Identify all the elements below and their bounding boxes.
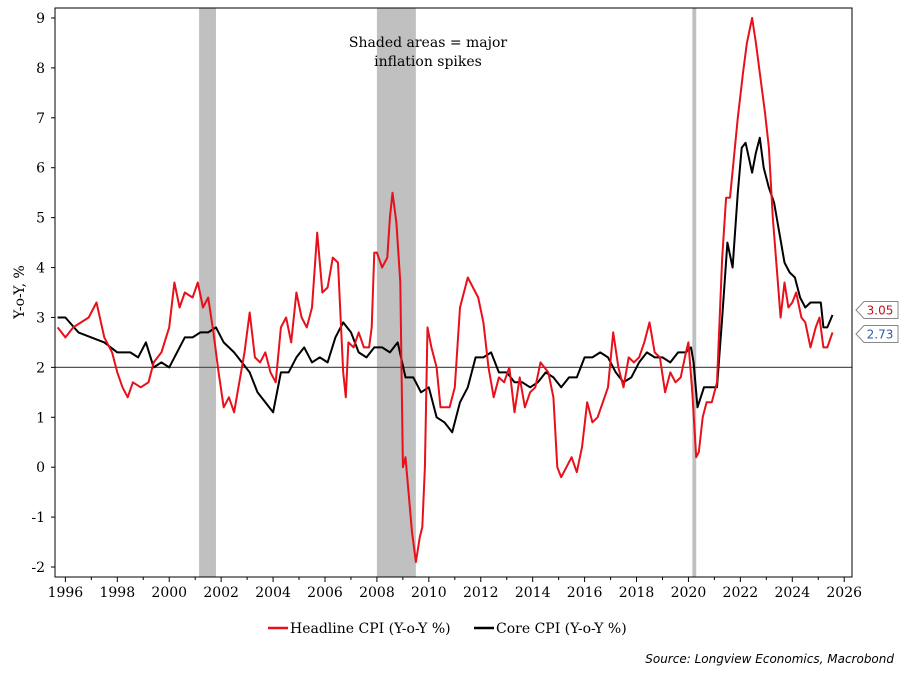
x-tick-label-2024: 2024 — [774, 585, 810, 601]
y-tick-label-8: 8 — [36, 61, 45, 77]
x-tick-label-2004: 2004 — [255, 585, 291, 601]
x-tick-label-2020: 2020 — [671, 585, 707, 601]
end-value-tags: 3.05 2.73 — [855, 301, 899, 343]
x-tick-label-2000: 2000 — [151, 585, 187, 601]
headline-cpi-line — [56, 17, 834, 563]
x-tick-label-2012: 2012 — [463, 585, 499, 601]
core-cpi-line — [57, 136, 834, 434]
x-tick-label-2010: 2010 — [411, 585, 447, 601]
shaded-period-0 — [199, 8, 216, 577]
shaded-periods — [199, 8, 697, 577]
legend-headline-label: Headline CPI (Y-o-Y %) — [290, 621, 451, 637]
axis-ticks: -2 -1 0 1 2 3 4 5 6 7 8 9 1996 1998 2000 2002 2004 2006 20… — [31, 11, 862, 601]
y-tick-label-0: 0 — [36, 460, 45, 476]
core-end-tag-value: 2.73 — [867, 328, 894, 342]
y-tick-label--2: -2 — [31, 560, 45, 576]
core-end-tag: 2.73 — [855, 325, 899, 343]
y-tick-label-3: 3 — [36, 310, 45, 326]
y-tick-label-6: 6 — [36, 161, 45, 177]
y-tick-label-5: 5 — [36, 211, 45, 227]
headline-end-tag-value: 3.05 — [867, 304, 894, 318]
x-tick-label-2008: 2008 — [359, 585, 395, 601]
headline-end-tag: 3.05 — [855, 301, 899, 319]
legend: Headline CPI (Y-o-Y %) Core CPI (Y-o-Y %… — [268, 621, 627, 637]
plot-frame — [54, 7, 853, 578]
y-tick-label-9: 9 — [36, 11, 45, 27]
y-tick-label--1: -1 — [31, 510, 45, 526]
annotation-line-1: Shaded areas = major — [349, 35, 507, 51]
x-tick-label-2022: 2022 — [723, 585, 759, 601]
headline-end-tag-box — [855, 301, 899, 319]
y-tick-label-1: 1 — [36, 410, 45, 426]
y-axis-label: Y-o-Y, % — [12, 265, 28, 320]
shaded-period-2 — [692, 8, 697, 577]
x-tick-label-1996: 1996 — [48, 585, 84, 601]
x-tick-label-2014: 2014 — [515, 585, 551, 601]
annotation-line-2: inflation spikes — [374, 54, 482, 70]
y-tick-label-2: 2 — [36, 360, 45, 376]
x-tick-label-2018: 2018 — [619, 585, 655, 601]
y-tick-label-7: 7 — [36, 111, 45, 127]
core-end-tag-box — [855, 325, 899, 343]
legend-core-label: Core CPI (Y-o-Y %) — [496, 621, 627, 637]
x-tick-label-2026: 2026 — [826, 585, 862, 601]
series-lines — [56, 17, 834, 563]
x-tick-label-2002: 2002 — [203, 585, 239, 601]
source-note: Source: Longview Economics, Macrobond — [645, 652, 894, 666]
shaded-period-1 — [376, 8, 416, 577]
x-tick-label-1998: 1998 — [99, 585, 135, 601]
y-tick-label-4: 4 — [36, 261, 45, 277]
x-tick-label-2016: 2016 — [567, 585, 603, 601]
x-tick-label-2006: 2006 — [307, 585, 343, 601]
